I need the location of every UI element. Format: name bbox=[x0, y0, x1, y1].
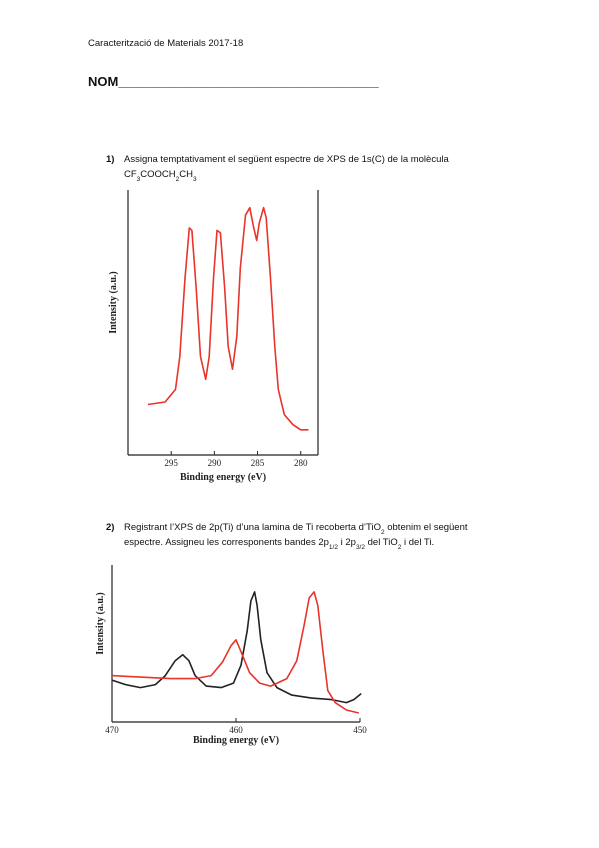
subscript: 2 bbox=[398, 544, 402, 551]
x-tick-label: 295 bbox=[164, 458, 178, 468]
text-run: del TiO bbox=[365, 537, 398, 548]
subscript: 3 bbox=[137, 176, 141, 183]
text-run: Registrant l’XPS de 2p(Ti) d’una lamina … bbox=[124, 522, 381, 533]
subscript: 2 bbox=[381, 529, 385, 536]
text-run: CF bbox=[124, 169, 137, 180]
x-tick-label: 290 bbox=[208, 458, 222, 468]
text-run: CH bbox=[179, 169, 193, 180]
text-run: Assigna temptativament el següent espect… bbox=[124, 154, 449, 165]
name-field: NOM____________________________________ bbox=[88, 74, 379, 89]
spectrum-line bbox=[111, 591, 362, 704]
y-axis-label: Intensity (a.u.) bbox=[108, 271, 119, 334]
x-tick-label: 470 bbox=[105, 725, 119, 735]
question-text: Registrant l’XPS de 2p(Ti) d’una lamina … bbox=[124, 522, 468, 536]
question-number: 1) bbox=[106, 154, 114, 165]
y-axis-label: Intensity (a.u.) bbox=[95, 592, 106, 655]
x-tick-label: 285 bbox=[251, 458, 265, 468]
header: Caracterització de Materials 2017-18 bbox=[88, 38, 243, 49]
question-text: Assigna temptativament el següent espect… bbox=[124, 154, 449, 165]
x-tick-label: 280 bbox=[294, 458, 308, 468]
text-run: i del Ti. bbox=[401, 537, 434, 548]
subscript: 3 bbox=[193, 176, 197, 183]
spectrum-line bbox=[111, 591, 359, 714]
x-axis-label: Binding energy (eV) bbox=[180, 472, 266, 483]
subscript: 3/2 bbox=[356, 544, 365, 551]
text-run: espectre. Assigneu les corresponents ban… bbox=[124, 537, 329, 548]
x-tick-label: 450 bbox=[353, 725, 367, 735]
text-run: i 2p bbox=[338, 537, 356, 548]
spectrum-line bbox=[147, 206, 309, 431]
x-tick-label: 460 bbox=[229, 725, 243, 735]
text-run: obtenim el següent bbox=[385, 522, 468, 533]
subscript: 1/2 bbox=[329, 544, 338, 551]
text-run: COOCH bbox=[140, 169, 176, 180]
subscript: 2 bbox=[176, 176, 180, 183]
question-number: 2) bbox=[106, 522, 114, 533]
question-text: espectre. Assigneu les corresponents ban… bbox=[124, 537, 434, 551]
x-axis-label: Binding energy (eV) bbox=[193, 735, 279, 746]
question-text: CF3COOCH2CH3 bbox=[124, 169, 197, 183]
